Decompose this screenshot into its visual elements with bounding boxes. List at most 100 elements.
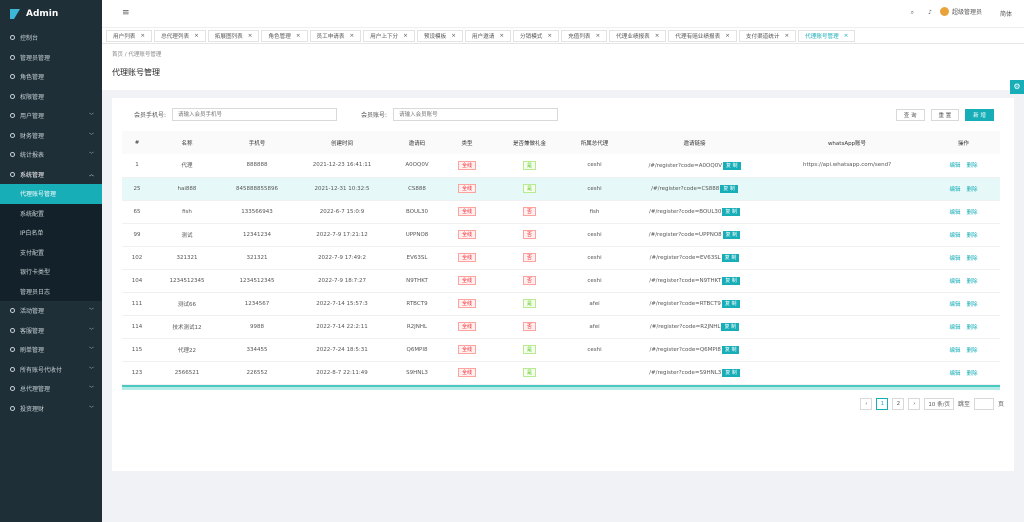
delete-link[interactable]: 删除 [966,370,978,377]
menu-item[interactable]: 用户管理 ﹀ [0,106,102,126]
submenu-item[interactable]: 支付配置 [20,249,45,257]
page-size[interactable]: 10 条/页 [924,397,954,410]
tab-close[interactable]: × [247,33,253,39]
submenu-item[interactable]: 代理账号管理 [0,184,102,204]
copy-button[interactable]: 复 制 [721,254,740,262]
edit-link[interactable]: 编辑 [949,163,961,170]
menu-item[interactable]: 投资理财 ﹀ [0,399,102,419]
copy-button[interactable]: 复 制 [722,208,740,216]
delete-link[interactable]: 删除 [966,163,978,170]
edit-link[interactable]: 编辑 [949,347,961,354]
copy-button[interactable]: 复 制 [722,231,741,239]
tab-close[interactable]: × [194,33,199,39]
tab[interactable]: 代理业绩报表 × [609,30,667,42]
settings-button[interactable]: ⚙ [1010,80,1024,94]
tab-close[interactable]: × [595,33,601,39]
copy-button[interactable]: 复 制 [722,277,740,285]
menu-item[interactable]: 刷单管理 ﹀ [0,340,102,360]
menu-item[interactable]: 角色管理 [0,67,102,87]
edit-link[interactable]: 编辑 [949,209,961,216]
search-icon[interactable]: ⌕ [910,9,914,16]
tab-close[interactable]: × [843,33,849,39]
add-button[interactable]: 新 增 [965,108,994,121]
tab-close[interactable]: × [499,33,504,39]
menu-item[interactable]: 客服管理 ﹀ [0,321,102,341]
tab-close[interactable]: × [725,33,730,39]
tab[interactable]: 员工申请表 × [309,30,362,42]
copy-button[interactable]: 复 制 [722,161,741,170]
page-button[interactable]: 1 [876,397,889,410]
submenu-item[interactable]: IP白名单 [20,230,44,238]
menu-item[interactable]: 统计报表 ﹀ [0,145,102,165]
tab-close[interactable]: × [547,33,553,39]
tab-close[interactable]: × [295,33,301,39]
tab[interactable]: 用户列表 × [106,30,153,42]
copy-button[interactable]: 复 制 [721,323,740,331]
delete-link[interactable]: 删除 [966,209,978,216]
menu-item[interactable]: 活动管理 ﹀ [0,301,102,321]
prev-page[interactable]: ‹ [860,397,873,410]
tab[interactable]: 分销模式 × [513,30,560,42]
tab[interactable]: 代理有赔业绩报表 × [668,30,737,42]
cell-link: /#/register?code=Q6MPI8 [649,347,721,353]
edit-link[interactable]: 编辑 [949,232,961,239]
search-button[interactable]: 查 询 [895,108,925,121]
menu-item[interactable]: 总代理管理 ﹀ [0,379,102,399]
copy-button[interactable]: 复 制 [720,185,738,193]
menu-item[interactable]: 管理员管理 [0,48,102,68]
language[interactable]: 简体 [999,11,1012,18]
tab-close[interactable]: × [349,33,355,39]
menu-item[interactable]: 控制台 [0,28,102,48]
edit-link[interactable]: 编辑 [949,301,961,308]
delete-link[interactable]: 删除 [966,324,978,331]
copy-button[interactable]: 复 制 [722,369,740,377]
tab-close[interactable]: × [140,33,146,39]
tab[interactable]: 用户上下分 × [363,30,415,42]
copy-button[interactable]: 复 制 [721,300,740,308]
table-cell: 321321 [222,246,292,270]
goto-input[interactable] [973,397,994,410]
crumb[interactable]: 首页 [112,52,124,58]
delete-link[interactable]: 删除 [966,278,978,285]
delete-link[interactable]: 删除 [966,255,978,262]
tab[interactable]: 用户邀请 × [464,30,511,42]
submenu-item[interactable]: 管理员日志 [20,288,51,296]
tab[interactable]: 总代理列表 × [154,30,206,42]
scrollbar[interactable] [122,384,1000,390]
delete-link[interactable]: 删除 [966,186,978,193]
edit-link[interactable]: 编辑 [949,324,961,331]
tab[interactable]: 角色管理 × [261,30,308,42]
edit-link[interactable]: 编辑 [949,370,961,377]
reset-button[interactable]: 重 置 [930,108,960,121]
submenu-item[interactable]: 银行卡类型 [20,269,51,277]
page-button[interactable]: 2 [892,397,905,410]
account-input[interactable] [393,108,559,121]
tab[interactable]: 预设模板 × [416,30,463,42]
menu-item[interactable]: 系统管理 ︿ [0,165,102,185]
delete-link[interactable]: 删除 [966,347,978,354]
edit-link[interactable]: 编辑 [949,278,961,285]
copy-button[interactable]: 复 制 [721,346,740,354]
tab[interactable]: 代理账号管理 × [798,30,856,42]
bell-icon[interactable]: ♪ [928,9,932,16]
tab-close[interactable]: × [784,33,790,39]
delete-link[interactable]: 删除 [966,232,978,239]
phone-input[interactable] [172,108,338,121]
menu-toggle[interactable]: ≡ [122,8,130,18]
tab[interactable]: 充值列表 × [561,30,608,42]
tab[interactable]: 拓展图列表 × [207,30,260,42]
menu-item[interactable]: 财务管理 ﹀ [0,126,102,146]
tab-close[interactable]: × [654,33,660,39]
delete-link[interactable]: 删除 [966,301,978,308]
edit-link[interactable]: 编辑 [949,255,961,262]
next-page[interactable]: › [908,397,921,410]
menu-item[interactable]: 权限管理 [0,87,102,107]
menu-item[interactable]: 所有账号代收付 ﹀ [0,360,102,380]
tab-close[interactable]: × [403,33,408,39]
tab-close[interactable]: × [451,33,456,39]
user-menu[interactable]: 超级管理员 [939,7,982,16]
submenu-item[interactable]: 系统配置 [20,210,45,218]
tab[interactable]: 支付渠道统计 × [738,30,797,42]
edit-link[interactable]: 编辑 [949,186,961,193]
